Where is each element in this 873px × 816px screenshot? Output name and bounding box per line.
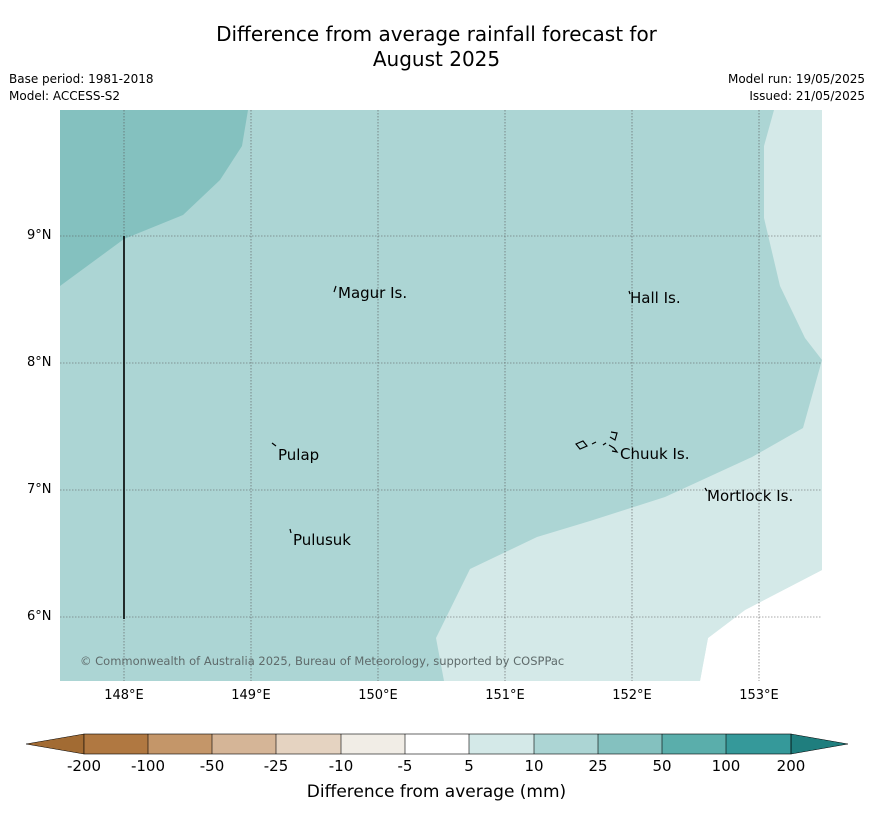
lon-label: 153°E [739, 688, 779, 703]
map-title: Difference from average rainfall forecas… [0, 22, 873, 72]
colorbar-label: -10 [328, 757, 354, 775]
lon-label: 149°E [231, 688, 271, 703]
lat-label: 7°N [27, 482, 52, 497]
lat-label: 9°N [27, 228, 52, 243]
colorbar-title: Difference from average (mm) [306, 782, 567, 802]
colorbar-label: -100 [130, 757, 166, 775]
place-pulusuk: Pulusuk [293, 531, 351, 549]
base-period: Base period: 1981-2018 [9, 72, 154, 86]
title-line-1: Difference from average rainfall forecas… [216, 22, 657, 46]
lon-label: 152°E [612, 688, 652, 703]
issued-date: Issued: 21/05/2025 [749, 89, 865, 103]
place-mortlock: Mortlock Is. [707, 487, 794, 505]
lon-label: 150°E [358, 688, 398, 703]
place-hall: Hall Is. [630, 289, 681, 307]
title-line-2: August 2025 [372, 47, 501, 71]
map-area-25-50 [60, 110, 248, 286]
map-area-5-10 [436, 110, 822, 681]
colorbar-label: 25 [588, 757, 608, 775]
colorbar-label: -25 [263, 757, 289, 775]
colorbar-label: 100 [711, 757, 741, 775]
meta-right: Model run: 19/05/2025 Issued: 21/05/2025 [728, 71, 865, 105]
colorbar [25, 733, 849, 755]
place-pulap: Pulap [278, 446, 320, 464]
colorbar-label: -200 [66, 757, 102, 775]
island-marks [271, 285, 708, 534]
colorbar-label: -5 [397, 757, 413, 775]
colorbar-label: 50 [652, 757, 672, 775]
lon-label: 151°E [485, 688, 525, 703]
lon-label: 148°E [104, 688, 144, 703]
model-name: Model: ACCESS-S2 [9, 89, 121, 103]
colorbar-label: 5 [464, 757, 474, 775]
model-run: Model run: 19/05/2025 [727, 72, 865, 86]
colorbar-label: 200 [776, 757, 806, 775]
map-area-neutral [700, 570, 822, 681]
colorbar-label: 10 [524, 757, 544, 775]
lat-label: 6°N [27, 609, 52, 624]
copyright-notice: © Commonwealth of Australia 2025, Bureau… [80, 654, 565, 668]
colorbar-label: -50 [199, 757, 225, 775]
place-magur: Magur Is. [338, 284, 408, 302]
place-chuuk: Chuuk Is. [620, 445, 690, 463]
meta-left: Base period: 1981-2018 Model: ACCESS-S2 [9, 71, 154, 105]
lat-label: 8°N [27, 355, 52, 370]
